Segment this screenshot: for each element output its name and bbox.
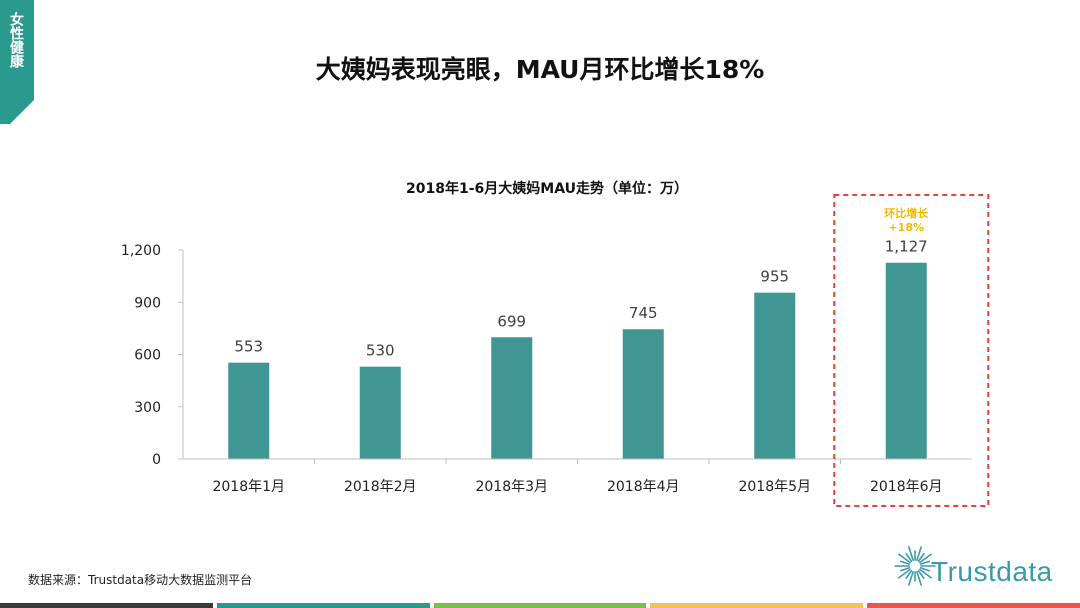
- x-tick-label: 2018年2月: [344, 479, 417, 495]
- highlight-annotation: 环比增长 +18%: [833, 194, 990, 507]
- bar-value-label: 530: [366, 342, 395, 360]
- data-source-note: 数据来源：Trustdata移动大数据监测平台: [28, 573, 253, 587]
- bar-value-label: 955: [760, 268, 789, 286]
- page-title: 大姨妈表现亮眼，MAU月环比增长18%: [315, 55, 765, 84]
- side-tab-label: 女性健康: [8, 12, 24, 68]
- bar: [228, 362, 270, 459]
- bottom-bar-segment: [216, 603, 430, 608]
- logo-text: Trustdata: [931, 556, 1053, 587]
- y-tick-label: 900: [134, 295, 161, 311]
- bar-value-label: 553: [234, 338, 263, 356]
- y-tick-label: 300: [134, 400, 161, 416]
- y-tick-label: 0: [152, 452, 161, 468]
- bar: [359, 366, 401, 459]
- bottom-color-bar: [0, 603, 1080, 608]
- y-tick-label: 600: [134, 348, 161, 364]
- y-axis: 0 300 600 900 1,200: [121, 243, 184, 468]
- x-tick-label: 2018年1月: [212, 479, 285, 495]
- bar: [622, 329, 664, 459]
- bottom-bar-segment: [650, 603, 864, 608]
- bottom-bar-segment: [433, 603, 647, 608]
- trustdata-logo: Trustdata: [893, 536, 1073, 596]
- side-category-tab: 女性健康: [0, 0, 34, 124]
- bar-value-label: 699: [497, 312, 526, 330]
- bar-value-label: 1,127: [885, 238, 928, 256]
- side-tab-shape: [0, 0, 34, 124]
- x-tick-label: 2018年6月: [870, 479, 943, 495]
- x-tick-label: 2018年4月: [607, 479, 680, 495]
- growth-value: +18%: [888, 221, 924, 234]
- bottom-bar-segment: [867, 603, 1080, 608]
- x-tick-label: 2018年3月: [475, 479, 548, 495]
- chart-title: 2018年1-6月大姨妈MAU走势（单位：万）: [406, 180, 688, 197]
- bars: 553 530 699 745 955 1,127: [228, 238, 928, 459]
- highlight-box: [833, 194, 990, 507]
- sunburst-icon: [894, 546, 936, 586]
- x-tick-label: 2018年5月: [738, 479, 811, 495]
- x-axis: 2018年1月 2018年2月 2018年3月 2018年4月 2018年5月 2018年…: [183, 458, 972, 495]
- bar: [885, 262, 927, 459]
- bar: [754, 292, 796, 459]
- y-tick-label: 1,200: [121, 243, 161, 259]
- bar-value-label: 745: [629, 304, 658, 322]
- growth-label: 环比增长: [884, 206, 929, 220]
- bar: [491, 337, 533, 459]
- bottom-bar-segment: [0, 603, 213, 608]
